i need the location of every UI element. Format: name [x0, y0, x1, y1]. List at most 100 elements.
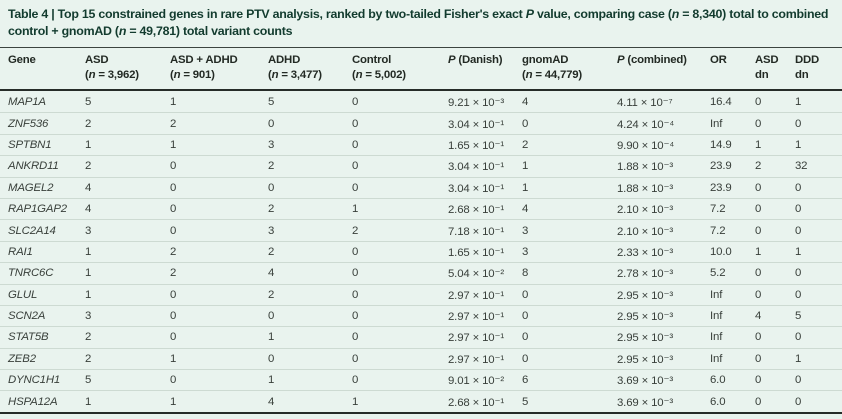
cell-asd-n-3-962: 5: [85, 374, 92, 387]
cell-p-combined: 3.69 × 10⁻³: [617, 375, 673, 388]
table-row: MAGEL2 4 0 0 0 3.04 × 10⁻¹ 1 1.88 × 10⁻³ 23.9 0 0: [0, 176, 842, 198]
cell-p-danish: 9.01 × 10⁻²: [448, 375, 504, 388]
table-title: Table 4 | Top 15 constrained genes in ra…: [8, 7, 829, 38]
cell-p-combined: 2.10 × 10⁻³: [617, 204, 673, 217]
cell-or: Inf: [710, 352, 723, 365]
cell-ddd-dn: 0: [795, 267, 802, 280]
cell-asd-adhd-n-901: 2: [170, 267, 177, 280]
cell-asd-n-3-962: 2: [85, 331, 92, 344]
column-header-control-n-5-002: Control (n = 5,002): [352, 53, 448, 82]
cell-p-danish: 2.68 × 10⁻¹: [448, 204, 504, 217]
cell-p-combined: 2.10 × 10⁻³: [617, 225, 673, 238]
column-header-asd-adhd-n-901: ASD + ADHD (n = 901): [170, 53, 268, 82]
cell-gnomad-n-44-779: 2: [522, 138, 529, 151]
cell-asd-adhd-n-901: 0: [170, 203, 177, 216]
cell-gene: ZNF536: [8, 117, 49, 130]
cell-or: Inf: [710, 288, 723, 301]
cell-adhd-n-3-477: 0: [268, 352, 275, 365]
column-header-line2: (n = 3,962): [85, 68, 139, 81]
cell-control-n-5-002: 0: [352, 331, 359, 344]
cell-asd-adhd-n-901: 2: [170, 117, 177, 130]
cell-gnomad-n-44-779: 0: [522, 310, 529, 323]
column-header-gnomad-n-44-779: gnomAD (n = 44,779): [522, 53, 617, 82]
cell-p-danish: 3.04 × 10⁻¹: [448, 161, 504, 174]
cell-asd-n-3-962: 2: [85, 352, 92, 365]
cell-asd-dn: 0: [755, 181, 762, 194]
cell-asd-n-3-962: 1: [85, 245, 92, 258]
cell-p-danish: 3.04 × 10⁻¹: [448, 118, 504, 131]
cell-asd-dn: 2: [755, 160, 762, 173]
cell-adhd-n-3-477: 2: [268, 203, 275, 216]
cell-ddd-dn: 0: [795, 203, 802, 216]
cell-p-danish: 2.97 × 10⁻¹: [448, 289, 504, 302]
column-header-gene: Gene: [8, 53, 85, 68]
cell-gene: STAT5B: [8, 331, 49, 344]
cell-ddd-dn: 0: [795, 331, 802, 344]
cell-p-combined: 2.95 × 10⁻³: [617, 353, 673, 366]
cell-p-combined: 1.88 × 10⁻³: [617, 182, 673, 195]
cell-asd-dn: 4: [755, 310, 762, 323]
cell-ddd-dn: 0: [795, 288, 802, 301]
table-body: MAP1A 5 1 5 0 9.21 × 10⁻³ 4 4.11 × 10⁻⁷ 16.4 0 1 ZN…: [0, 91, 842, 412]
cell-control-n-5-002: 0: [352, 138, 359, 151]
cell-or: 23.9: [710, 160, 732, 173]
cell-gene: ZEB2: [8, 352, 36, 365]
cell-or: Inf: [710, 331, 723, 344]
cell-p-combined: 3.69 × 10⁻³: [617, 396, 673, 409]
cell-asd-n-3-962: 2: [85, 160, 92, 173]
cell-adhd-n-3-477: 3: [268, 138, 275, 151]
column-header-line2: (n = 44,779): [522, 68, 582, 81]
cell-asd-adhd-n-901: 0: [170, 181, 177, 194]
column-header-line2: (n = 5,002): [352, 68, 406, 81]
cell-control-n-5-002: 1: [352, 203, 359, 216]
cell-gnomad-n-44-779: 4: [522, 95, 529, 108]
cell-control-n-5-002: 0: [352, 352, 359, 365]
cell-p-danish: 3.04 × 10⁻¹: [448, 182, 504, 195]
column-header-line1: Gene: [8, 54, 36, 66]
cell-asd-dn: 0: [755, 95, 762, 108]
cell-gnomad-n-44-779: 0: [522, 331, 529, 344]
cell-p-combined: 2.78 × 10⁻³: [617, 268, 673, 281]
cell-asd-adhd-n-901: 1: [170, 395, 177, 408]
column-header-line2: (n = 901): [170, 68, 215, 81]
table-row: ZEB2 2 1 0 0 2.97 × 10⁻¹ 0 2.95 × 10⁻³ Inf 0 1: [0, 347, 842, 369]
cell-gnomad-n-44-779: 5: [522, 395, 529, 408]
table-row: GLUL 1 0 2 0 2.97 × 10⁻¹ 0 2.95 × 10⁻³ Inf 0 0: [0, 283, 842, 305]
column-header-asd-dn: ASD dn: [755, 53, 795, 82]
cell-control-n-5-002: 0: [352, 374, 359, 387]
cell-adhd-n-3-477: 4: [268, 267, 275, 280]
column-header-line1: ASD: [755, 54, 779, 66]
cell-control-n-5-002: 0: [352, 117, 359, 130]
column-header-line1: ASD: [85, 54, 109, 66]
cell-gene: SLC2A14: [8, 224, 56, 237]
cell-control-n-5-002: 0: [352, 310, 359, 323]
cell-p-danish: 2.68 × 10⁻¹: [448, 396, 504, 409]
cell-p-danish: 1.65 × 10⁻¹: [448, 246, 504, 259]
cell-p-danish: 9.21 × 10⁻³: [448, 96, 504, 109]
cell-gene: MAP1A: [8, 95, 46, 108]
cell-asd-dn: 0: [755, 374, 762, 387]
cell-asd-dn: 0: [755, 331, 762, 344]
cell-asd-n-3-962: 3: [85, 310, 92, 323]
cell-asd-n-3-962: 2: [85, 117, 92, 130]
cell-or: 6.0: [710, 374, 726, 387]
column-header-line1: P (Danish): [448, 54, 503, 66]
cell-gnomad-n-44-779: 0: [522, 288, 529, 301]
cell-asd-n-3-962: 1: [85, 395, 92, 408]
cell-adhd-n-3-477: 2: [268, 245, 275, 258]
cell-p-danish: 2.97 × 10⁻¹: [448, 311, 504, 324]
cell-gnomad-n-44-779: 3: [522, 245, 529, 258]
table-row: ANKRD11 2 0 2 0 3.04 × 10⁻¹ 1 1.88 × 10⁻³ 23.9 2 3…: [0, 155, 842, 176]
column-header-p-combined: P (combined): [617, 53, 710, 68]
cell-p-combined: 2.95 × 10⁻³: [617, 289, 673, 302]
cell-gene: RAP1GAP2: [8, 203, 67, 216]
cell-asd-dn: 0: [755, 117, 762, 130]
cell-ddd-dn: 1: [795, 95, 802, 108]
column-header-line1: Control: [352, 54, 392, 66]
cell-asd-adhd-n-901: 1: [170, 95, 177, 108]
cell-ddd-dn: 32: [795, 160, 808, 173]
cell-asd-n-3-962: 3: [85, 224, 92, 237]
column-header-ddd-dn: DDD dn: [795, 53, 842, 82]
cell-ddd-dn: 0: [795, 374, 802, 387]
